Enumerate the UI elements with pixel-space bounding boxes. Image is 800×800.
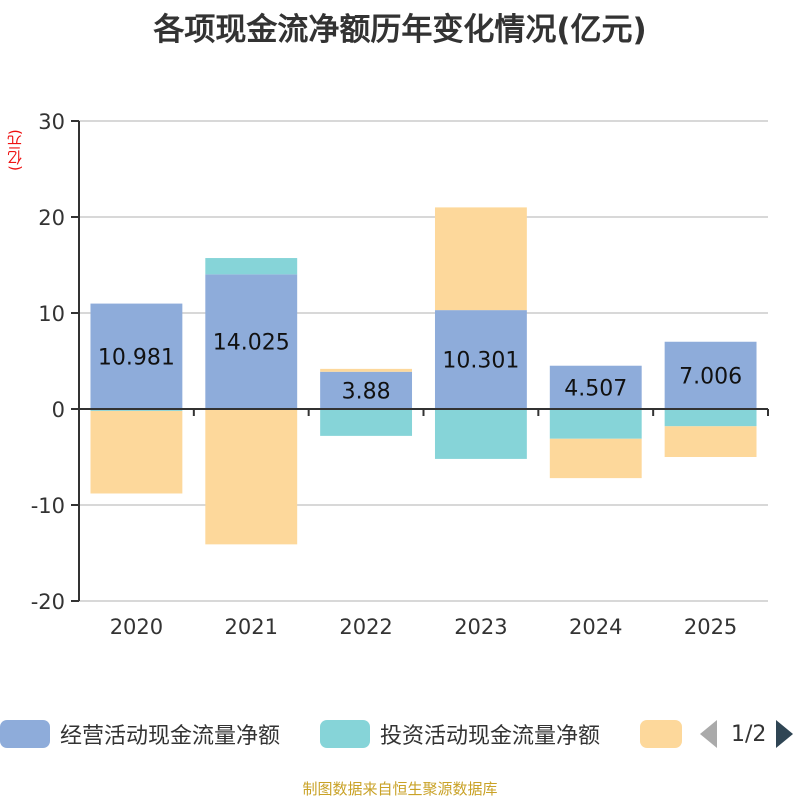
y-tick-label: 10 xyxy=(38,302,65,326)
bar-value-label: 10.301 xyxy=(442,349,519,374)
bar-value-label: 4.507 xyxy=(564,376,627,401)
bar-financing xyxy=(434,207,527,311)
bar-operating xyxy=(90,303,183,409)
bar-investing xyxy=(434,409,527,459)
x-tick-label: 2021 xyxy=(225,615,278,639)
bar-financing xyxy=(320,368,413,372)
legend-pager: 1/2 xyxy=(700,716,794,752)
legend-swatch-operating xyxy=(0,720,50,748)
bar-operating xyxy=(205,274,298,409)
data-source-note: 制图数据来自恒生聚源数据库 xyxy=(302,780,498,798)
bar-investing xyxy=(664,409,757,427)
bar-value-label: 14.025 xyxy=(213,331,290,356)
legend-swatch-investing xyxy=(320,720,370,748)
labels: 30 20 10 0 -10 -20 10.981 14.025 3.88 10.301 4.507… xyxy=(31,110,742,639)
bar-value-label: 10.981 xyxy=(98,345,175,370)
legend-item-financing[interactable] xyxy=(640,716,682,752)
legend-page-indicator: 1/2 xyxy=(731,721,767,747)
y-tick-label: -10 xyxy=(31,494,65,518)
bar-financing xyxy=(664,426,757,457)
x-tick-label: 2023 xyxy=(454,615,507,639)
chart-title: 各项现金流净额历年变化情况(亿元) xyxy=(153,12,647,48)
bars xyxy=(90,207,757,545)
bar-investing xyxy=(320,409,413,436)
x-tick-label: 2022 xyxy=(339,615,392,639)
legend-item-investing[interactable]: 投资活动现金流量净额 xyxy=(320,716,600,752)
y-tick-label: 20 xyxy=(38,206,65,230)
bar-financing xyxy=(90,410,183,494)
bar-financing xyxy=(549,438,642,479)
x-tick-label: 2024 xyxy=(569,615,622,639)
y-tick-label: 30 xyxy=(38,110,65,134)
bar-operating xyxy=(320,371,413,409)
legend-prev-page-icon[interactable] xyxy=(700,720,717,748)
legend-next-page-icon[interactable] xyxy=(776,720,794,748)
bar-chart: 30 20 10 0 -10 -20 10.981 14.025 3.88 10.301 4.507… xyxy=(31,110,769,639)
bar-operating xyxy=(434,310,527,409)
legend-label-operating: 经营活动现金流量净额 xyxy=(60,724,281,749)
x-tick-label: 2020 xyxy=(110,615,163,639)
legend-item-operating[interactable]: 经营活动现金流量净额 xyxy=(0,716,280,752)
y-tick-label: 0 xyxy=(52,398,65,422)
legend-swatch-financing xyxy=(640,720,682,748)
bar-operating xyxy=(664,341,757,409)
bar-investing xyxy=(205,258,298,275)
bar-financing xyxy=(205,409,298,545)
legend-label-investing: 投资活动现金流量净额 xyxy=(380,724,601,749)
axes xyxy=(71,120,769,602)
y-tick-label: -20 xyxy=(31,590,65,614)
x-tick-label: 2025 xyxy=(684,615,737,639)
bar-operating xyxy=(549,365,642,409)
bar-value-label: 3.88 xyxy=(342,379,391,404)
bar-investing xyxy=(549,409,642,439)
legend: 经营活动现金流量净额 投资活动现金流量净额 1/2 xyxy=(0,716,800,752)
gridlines xyxy=(79,120,768,602)
bar-value-label: 7.006 xyxy=(679,364,742,389)
